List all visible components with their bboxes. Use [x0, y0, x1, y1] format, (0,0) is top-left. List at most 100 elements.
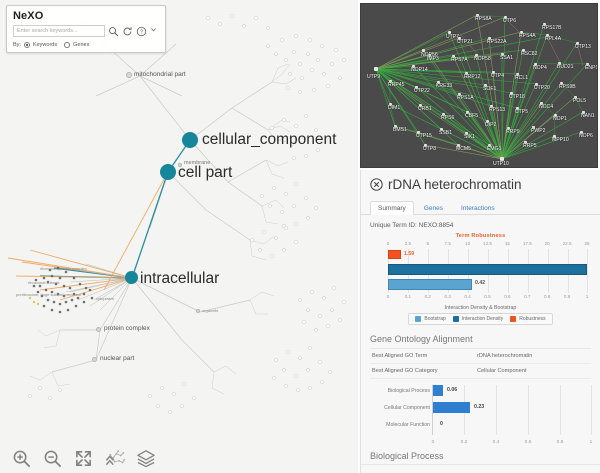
network-node[interactable]: [486, 120, 489, 123]
tree-node-intracellular[interactable]: [125, 271, 138, 284]
network-node[interactable]: [475, 54, 478, 57]
network-node[interactable]: [574, 96, 577, 99]
legend-label: Robustness: [519, 316, 546, 322]
zoom-out-icon[interactable]: [43, 449, 62, 468]
fit-screen-icon[interactable]: [74, 449, 93, 468]
radio-keywords-label: Keywords: [32, 42, 58, 48]
network-node[interactable]: [440, 128, 443, 131]
network-node[interactable]: [576, 42, 579, 45]
network-node[interactable]: [452, 55, 455, 58]
network-node[interactable]: [540, 102, 543, 105]
network-node[interactable]: [389, 103, 392, 106]
row-key: Best Aligned GO Term: [372, 353, 428, 359]
search-input[interactable]: Enter search keywords...: [13, 25, 105, 37]
network-node[interactable]: [458, 93, 461, 96]
gene-label: SIK1: [464, 134, 476, 140]
tab-genes[interactable]: Genes: [423, 205, 443, 212]
network-node[interactable]: [448, 31, 451, 34]
term-info-panel[interactable]: rDNA heterochromatin Summary Genes Inter…: [360, 170, 600, 473]
network-node[interactable]: [546, 34, 549, 37]
network-node[interactable]: [490, 105, 493, 108]
network-node[interactable]: [394, 125, 397, 128]
bar-value-robustness: 1.59: [404, 251, 415, 257]
gene-interaction-network[interactable]: UTP9 NOP56 UTP7 RPS8A UTP6 RPS17B UTP21 …: [360, 3, 598, 168]
network-node[interactable]: [428, 54, 431, 57]
layers-icon[interactable]: [136, 449, 156, 468]
tree-node-membrane[interactable]: [178, 163, 182, 167]
tree-label-cytoplasm: cytoplasm: [96, 296, 115, 301]
network-node[interactable]: [488, 144, 491, 147]
network-node[interactable]: [415, 86, 418, 89]
network-node[interactable]: [586, 63, 589, 66]
network-hub-node[interactable]: [500, 157, 504, 161]
network-node[interactable]: [580, 131, 583, 134]
tree-node-nuclear-part[interactable]: [92, 357, 97, 362]
network-node[interactable]: [522, 49, 525, 52]
collapse-network-icon[interactable]: [105, 449, 126, 468]
chart-xaxis-label: Interaction Density & Bootstrap: [444, 305, 517, 311]
close-circle-icon[interactable]: [370, 178, 383, 191]
network-node[interactable]: [437, 81, 440, 84]
network-node[interactable]: [457, 144, 460, 147]
network-node[interactable]: [516, 73, 519, 76]
network-node[interactable]: [553, 135, 556, 138]
network-node[interactable]: [516, 107, 519, 110]
axis-tick: 22.5: [562, 241, 572, 246]
tab-summary[interactable]: Summary: [370, 201, 414, 215]
tab-interactions[interactable]: Interactions: [460, 205, 495, 212]
network-node[interactable]: [543, 23, 546, 26]
network-node[interactable]: [582, 111, 585, 114]
network-hub-node[interactable]: [374, 67, 378, 71]
network-node[interactable]: [504, 16, 507, 19]
tree-node-cell-part[interactable]: [160, 164, 176, 180]
search-panel[interactable]: NeXO Enter search keywords...: [6, 5, 166, 53]
network-node[interactable]: [419, 104, 422, 107]
network-node[interactable]: [554, 114, 557, 117]
zoom-in-icon[interactable]: [12, 449, 31, 468]
chevron-down-icon[interactable]: [150, 26, 157, 37]
row-value: rDNA heterochromatin: [477, 353, 533, 359]
network-node[interactable]: [465, 72, 468, 75]
axis-tick: 0.7: [524, 294, 531, 299]
network-node[interactable]: [560, 82, 563, 85]
gene-label: RCL1: [515, 75, 529, 81]
tree-node-cellular-component[interactable]: [182, 132, 198, 148]
network-node[interactable]: [458, 37, 461, 40]
radio-genes[interactable]: [64, 42, 71, 48]
refresh-icon[interactable]: [122, 26, 133, 37]
network-node[interactable]: [484, 84, 487, 87]
radio-keywords[interactable]: [23, 42, 30, 48]
gene-label: UTP20: [534, 85, 550, 91]
network-node[interactable]: [535, 83, 538, 86]
tree-node-protein-complex[interactable]: [96, 327, 101, 332]
panel-tabs[interactable]: Summary Genes Interactions: [361, 195, 600, 215]
network-node[interactable]: [524, 141, 527, 144]
network-node[interactable]: [558, 62, 561, 65]
network-node[interactable]: [520, 31, 523, 34]
network-node[interactable]: [412, 65, 415, 68]
network-node[interactable]: [507, 127, 510, 130]
network-node[interactable]: [532, 126, 535, 129]
help-icon[interactable]: ?: [136, 26, 147, 37]
tree-node-organelle[interactable]: [196, 309, 200, 313]
network-node[interactable]: [422, 49, 425, 52]
network-node[interactable]: [417, 131, 420, 134]
network-node[interactable]: [492, 71, 495, 74]
network-node[interactable]: [488, 37, 491, 40]
network-node[interactable]: [510, 92, 513, 95]
tree-viewer-canvas[interactable]: cellular_component cell part intracellul…: [0, 0, 358, 473]
network-node[interactable]: [534, 63, 537, 66]
tree-label-protein-complex: protein complex: [104, 325, 150, 332]
network-node[interactable]: [465, 132, 468, 135]
network-node[interactable]: [442, 113, 445, 116]
tree-node-mitochondrial-part[interactable]: [126, 72, 132, 78]
network-node[interactable]: [424, 144, 427, 147]
view-toolbar[interactable]: [0, 443, 358, 473]
network-node[interactable]: [389, 80, 392, 83]
network-node[interactable]: [476, 14, 479, 17]
network-node[interactable]: [501, 53, 504, 56]
gene-label: UTP9: [367, 74, 381, 80]
search-icon[interactable]: [108, 26, 119, 37]
network-node[interactable]: [466, 111, 469, 114]
legend-item-bootstrap: Bootstrap: [415, 316, 446, 322]
